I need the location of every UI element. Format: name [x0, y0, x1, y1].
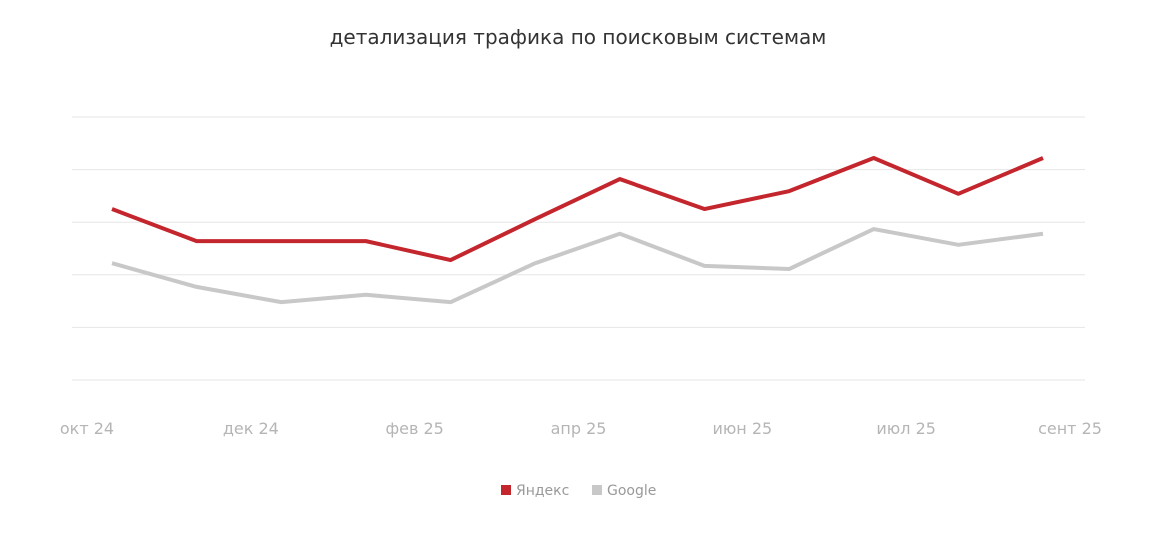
x-tick-label: сент 25 — [1038, 419, 1102, 438]
x-tick-label: июн 25 — [712, 419, 772, 438]
legend-swatch — [501, 485, 511, 495]
x-tick-label: дек 24 — [223, 419, 279, 438]
series-line-google — [111, 227, 1044, 305]
chart-title: детализация трафика по поисковым система… — [330, 25, 827, 49]
x-tick-label: апр 25 — [551, 419, 607, 438]
x-tick-label: окт 24 — [60, 419, 114, 438]
series-line-yandex — [111, 156, 1044, 263]
legend-label: Google — [607, 483, 656, 499]
x-tick-label: июл 25 — [876, 419, 936, 438]
legend-swatch — [592, 485, 602, 495]
x-tick-label: фев 25 — [385, 419, 443, 438]
legend-label: Яндекс — [516, 483, 569, 499]
